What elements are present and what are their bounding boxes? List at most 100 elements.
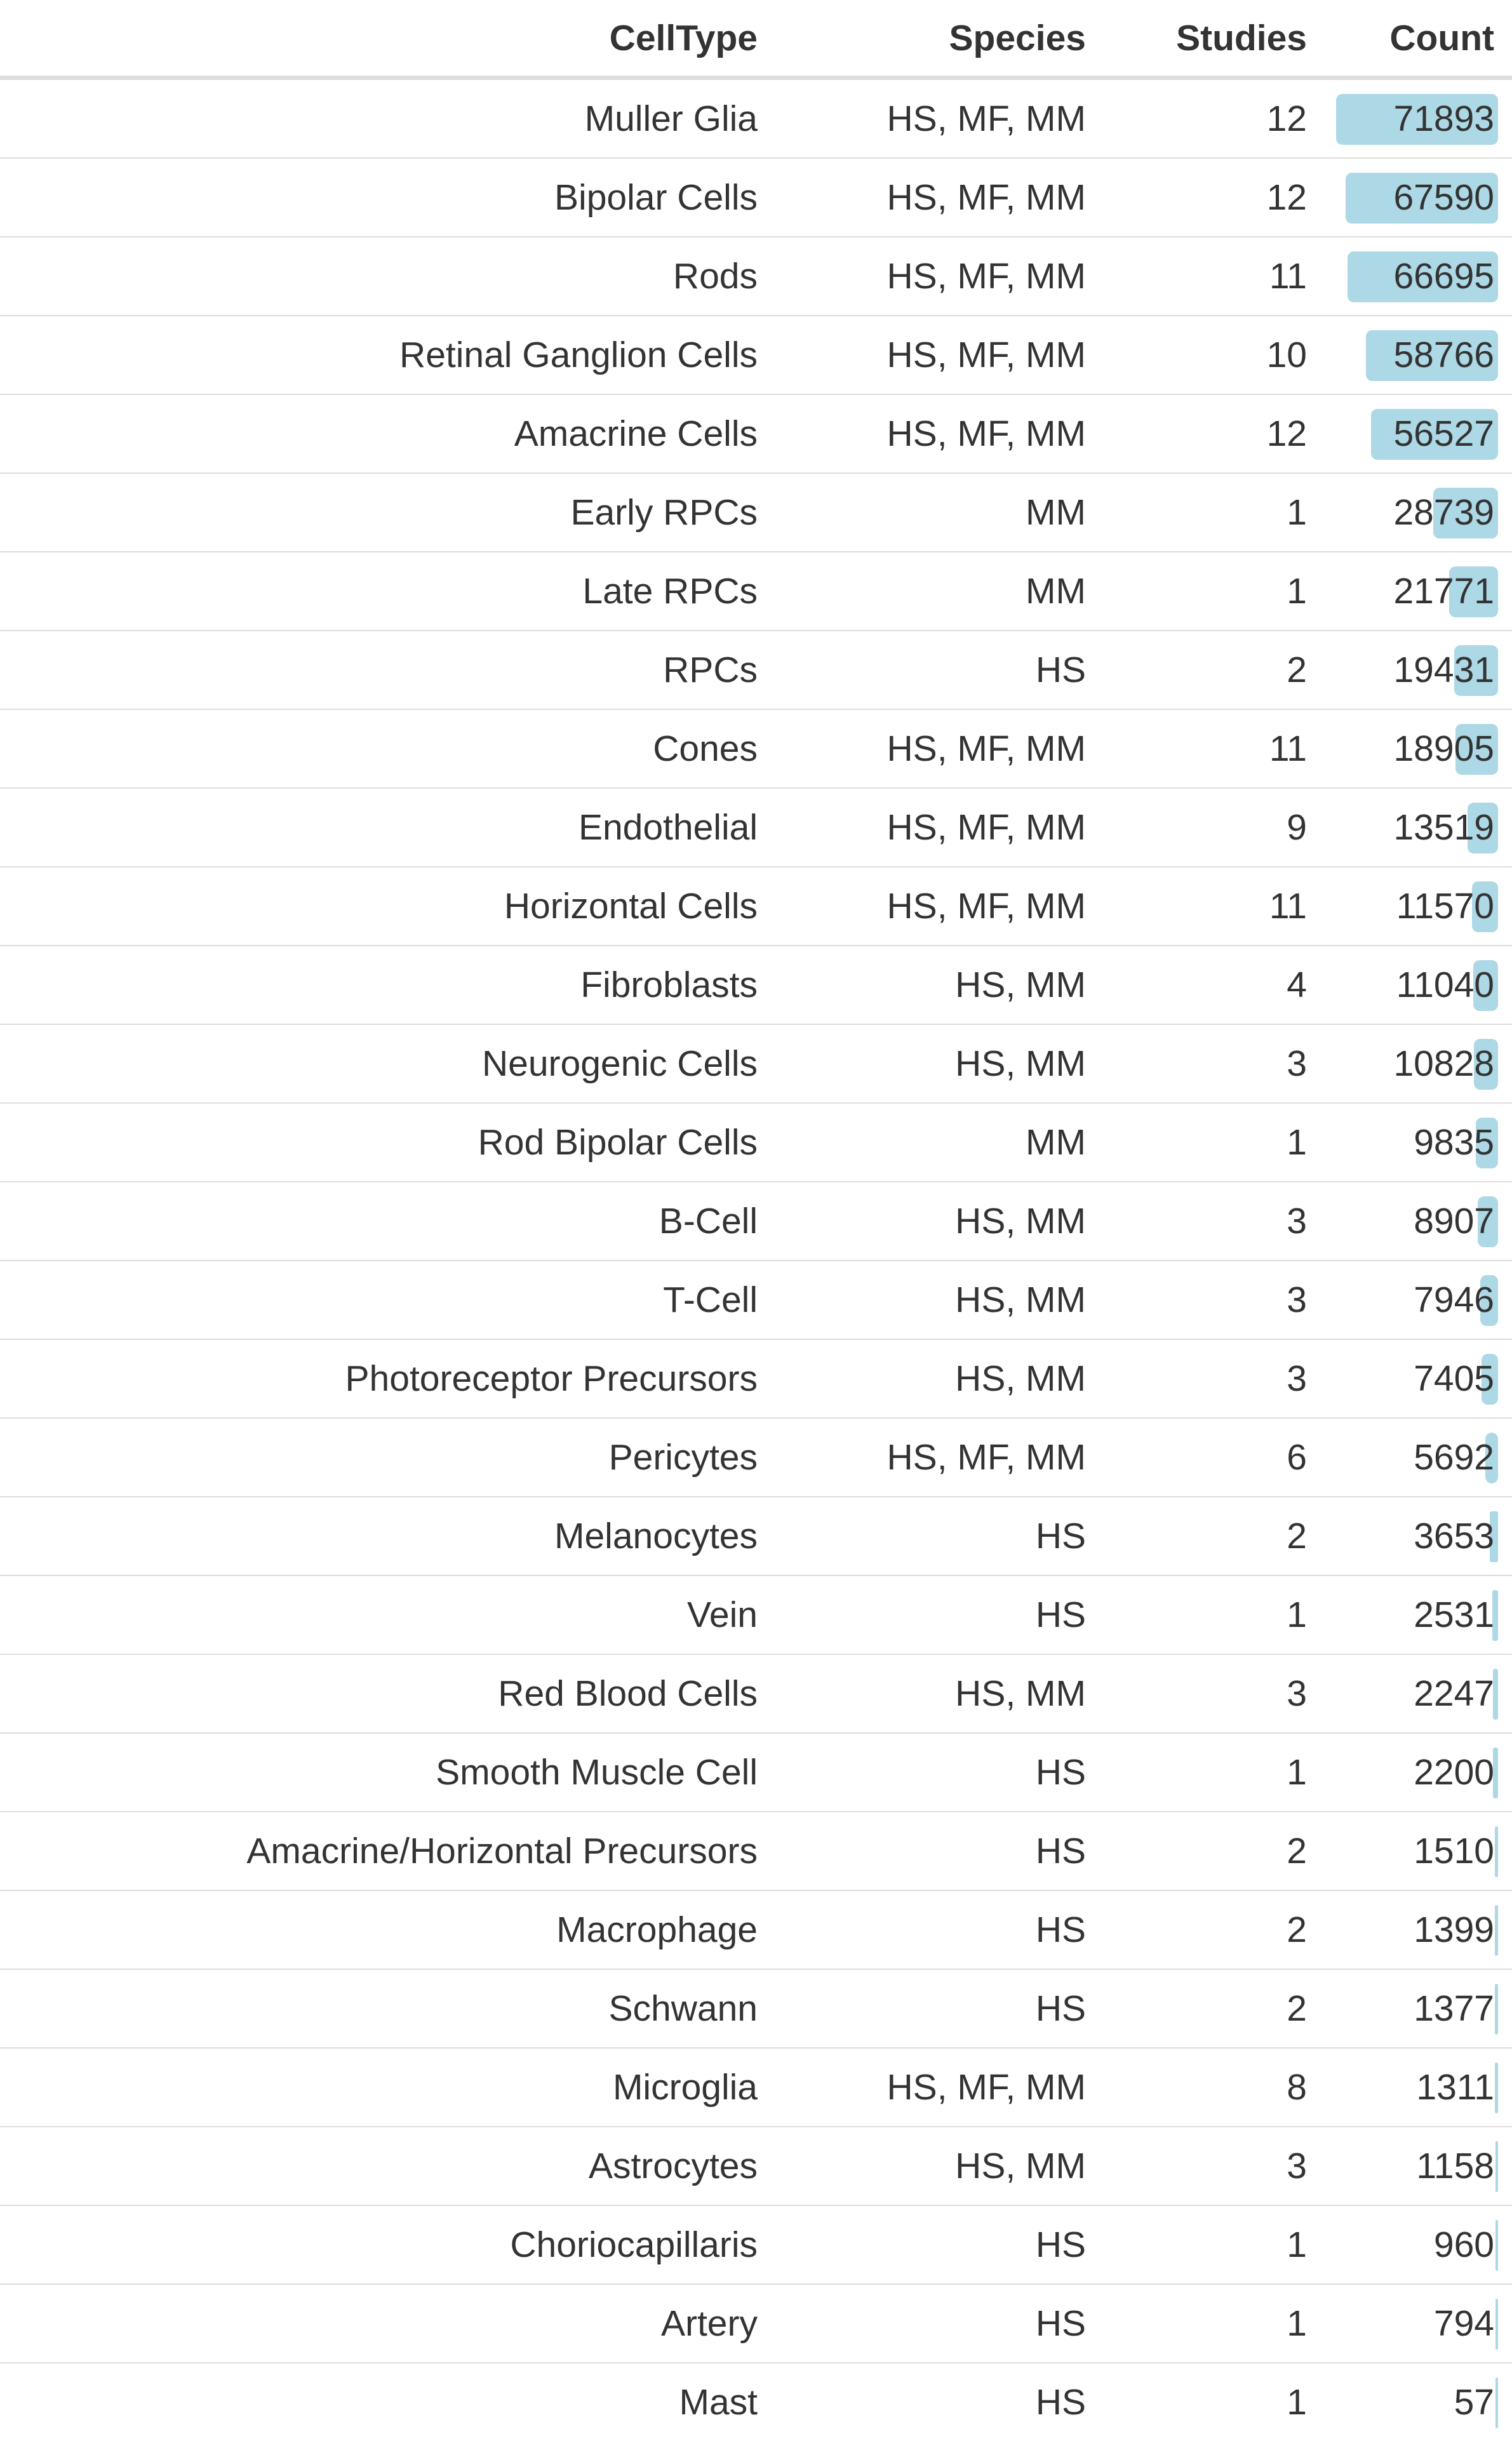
studies-cell: 3 bbox=[1287, 1201, 1307, 1241]
studies-cell: 1 bbox=[1287, 2382, 1307, 2423]
species-cell: HS bbox=[1035, 1831, 1086, 1871]
table-row: Photoreceptor Precursors HS, MM 3 7405 bbox=[0, 1339, 1512, 1417]
celltype-cell: Endothelial bbox=[578, 807, 758, 848]
species-cell: HS bbox=[1035, 2382, 1086, 2423]
count-bar bbox=[1495, 1826, 1498, 1877]
count-bar bbox=[1495, 2377, 1498, 2428]
count-cell: 2200 bbox=[1414, 1752, 1494, 1793]
species-cell: HS, MF, MM bbox=[886, 335, 1086, 375]
celltype-cell: Early RPCs bbox=[570, 492, 758, 533]
column-header-species[interactable]: Species bbox=[949, 17, 1086, 58]
table-row: Amacrine/Horizontal Precursors HS 2 1510 bbox=[0, 1811, 1512, 1890]
count-cell: 28739 bbox=[1393, 492, 1494, 533]
count-bar bbox=[1455, 724, 1498, 775]
table-row: Rods HS, MF, MM 11 66695 bbox=[0, 236, 1512, 315]
table-row: RPCs HS 2 19431 bbox=[0, 630, 1512, 709]
celltype-cell: Microglia bbox=[612, 2067, 758, 2108]
count-bar bbox=[1493, 1669, 1498, 1720]
table-row: B-Cell HS, MM 3 8907 bbox=[0, 1181, 1512, 1260]
studies-cell: 1 bbox=[1287, 1122, 1307, 1163]
species-cell: HS, MM bbox=[955, 1673, 1086, 1714]
count-cell: 11040 bbox=[1396, 965, 1494, 1005]
count-cell: 1510 bbox=[1414, 1831, 1494, 1871]
studies-cell: 3 bbox=[1287, 2146, 1307, 2186]
count-cell: 794 bbox=[1433, 2303, 1494, 2344]
celltype-cell: Rod Bipolar Cells bbox=[478, 1122, 758, 1163]
count-bar bbox=[1482, 1354, 1498, 1405]
species-cell: HS bbox=[1035, 1909, 1086, 1950]
celltype-cell: Horizontal Cells bbox=[504, 886, 758, 926]
table-row: T-Cell HS, MM 3 7946 bbox=[0, 1260, 1512, 1339]
table-row: Fibroblasts HS, MM 4 11040 bbox=[0, 945, 1512, 1024]
count-bar bbox=[1476, 1118, 1498, 1168]
table-row: Mast HS 1 57 bbox=[0, 2362, 1512, 2441]
count-bar bbox=[1348, 251, 1498, 302]
table-row: Melanocytes HS 2 3653 bbox=[0, 1496, 1512, 1575]
species-cell: HS, MM bbox=[955, 1201, 1086, 1241]
species-cell: HS bbox=[1035, 1595, 1086, 1635]
studies-cell: 8 bbox=[1287, 2067, 1307, 2108]
studies-cell: 6 bbox=[1287, 1437, 1307, 1478]
studies-cell: 3 bbox=[1287, 1673, 1307, 1714]
species-cell: HS bbox=[1035, 2303, 1086, 2344]
species-cell: HS, MM bbox=[955, 1358, 1086, 1399]
studies-cell: 4 bbox=[1287, 965, 1307, 1005]
count-cell: 9835 bbox=[1414, 1122, 1494, 1163]
count-bar bbox=[1454, 645, 1498, 696]
table-row: Smooth Muscle Cell HS 1 2200 bbox=[0, 1732, 1512, 1811]
celltype-cell: Melanocytes bbox=[554, 1516, 758, 1556]
count-cell: 3653 bbox=[1414, 1516, 1494, 1556]
count-bar bbox=[1495, 1984, 1498, 2035]
table-row: Choriocapillaris HS 1 960 bbox=[0, 2205, 1512, 2284]
celltype-cell: Red Blood Cells bbox=[498, 1673, 758, 1714]
column-header-count[interactable]: Count bbox=[1389, 17, 1494, 58]
column-header-studies[interactable]: Studies bbox=[1176, 17, 1307, 58]
count-bar bbox=[1468, 803, 1498, 853]
count-bar bbox=[1490, 1511, 1498, 1562]
studies-cell: 1 bbox=[1287, 571, 1307, 612]
celltype-cell: Macrophage bbox=[556, 1909, 758, 1950]
count-cell: 7946 bbox=[1414, 1280, 1494, 1320]
studies-cell: 3 bbox=[1287, 1280, 1307, 1320]
table-row: Amacrine Cells HS, MF, MM 12 56527 bbox=[0, 394, 1512, 472]
studies-cell: 9 bbox=[1287, 807, 1307, 848]
celltype-cell: Amacrine Cells bbox=[514, 413, 758, 454]
species-cell: HS, MF, MM bbox=[886, 2067, 1086, 2108]
studies-cell: 1 bbox=[1287, 1595, 1307, 1635]
species-cell: HS bbox=[1035, 650, 1086, 690]
count-cell: 18905 bbox=[1393, 728, 1494, 769]
count-cell: 71893 bbox=[1393, 98, 1494, 139]
species-cell: HS bbox=[1035, 1752, 1086, 1793]
count-bar bbox=[1472, 881, 1498, 932]
celltype-cell: RPCs bbox=[663, 650, 758, 690]
table-row: Red Blood Cells HS, MM 3 2247 bbox=[0, 1654, 1512, 1732]
count-cell: 1377 bbox=[1414, 1988, 1494, 2029]
studies-cell: 1 bbox=[1287, 2224, 1307, 2265]
species-cell: HS bbox=[1035, 1516, 1086, 1556]
table-row: Microglia HS, MF, MM 8 1311 bbox=[0, 2047, 1512, 2126]
table-row: Early RPCs MM 1 28739 bbox=[0, 472, 1512, 551]
count-cell: 58766 bbox=[1393, 335, 1494, 375]
celltype-cell: Cones bbox=[653, 728, 758, 769]
table-row: Macrophage HS 2 1399 bbox=[0, 1890, 1512, 1969]
species-cell: HS, MM bbox=[955, 965, 1086, 1005]
species-cell: HS, MF, MM bbox=[886, 1437, 1086, 1478]
table-row: Vein HS 1 2531 bbox=[0, 1575, 1512, 1654]
celltype-cell: Retinal Ganglion Cells bbox=[399, 335, 758, 375]
studies-cell: 10 bbox=[1266, 335, 1307, 375]
studies-cell: 2 bbox=[1287, 1831, 1307, 1871]
studies-cell: 1 bbox=[1287, 492, 1307, 533]
count-cell: 7405 bbox=[1414, 1358, 1494, 1399]
species-cell: HS bbox=[1035, 2224, 1086, 2265]
celltype-cell: Artery bbox=[660, 2303, 758, 2344]
celltype-cell: Fibroblasts bbox=[580, 965, 758, 1005]
celltype-cell: T-Cell bbox=[663, 1280, 758, 1320]
celltype-cell: Bipolar Cells bbox=[554, 177, 758, 218]
column-header-celltype[interactable]: CellType bbox=[609, 17, 758, 58]
celltype-cell: Neurogenic Cells bbox=[481, 1043, 758, 1084]
studies-cell: 11 bbox=[1269, 728, 1307, 769]
celltype-cell: B-Cell bbox=[659, 1201, 758, 1241]
table-row: Horizontal Cells HS, MF, MM 11 11570 bbox=[0, 866, 1512, 945]
count-cell: 1399 bbox=[1414, 1909, 1494, 1950]
